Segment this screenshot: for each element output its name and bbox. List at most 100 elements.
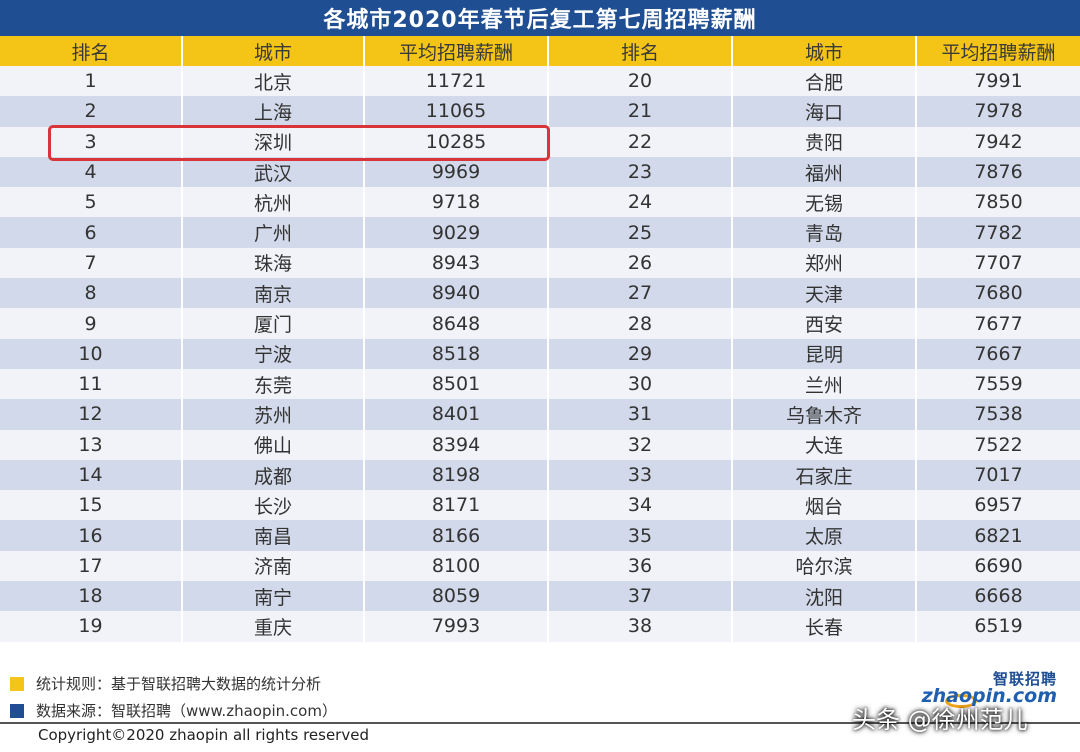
cell-rank-left: 2 <box>0 96 183 127</box>
cell-salary-right: 7677 <box>916 308 1080 339</box>
cell-rank-right: 24 <box>548 187 733 218</box>
cell-salary-right: 7707 <box>916 247 1080 279</box>
cell-salary-left: 8394 <box>364 429 549 460</box>
cell-salary-right: 6821 <box>916 520 1080 551</box>
cell-city-right: 贵阳 <box>732 126 917 157</box>
cell-city-left: 长沙 <box>182 490 365 521</box>
cell-city-right: 太原 <box>732 520 917 551</box>
cell-city-right: 昆明 <box>732 338 917 369</box>
table-row: 6 广州 9029 25 青岛 7782 <box>0 217 1080 248</box>
cell-rank-right: 29 <box>548 338 733 369</box>
table-row: 19 重庆 7993 38 长春 6519 <box>0 611 1080 642</box>
header-salary-right: 平均招聘薪酬 <box>916 36 1080 66</box>
cell-city-left: 南京 <box>182 278 365 309</box>
table-row: 18 南宁 8059 37 沈阳 6668 <box>0 581 1080 612</box>
table-row: 13 佛山 8394 32 大连 7522 <box>0 429 1080 460</box>
cell-city-left: 成都 <box>182 459 365 491</box>
cell-city-left: 厦门 <box>182 308 365 339</box>
cell-salary-left: 8518 <box>364 338 549 369</box>
cell-city-left: 珠海 <box>182 247 365 279</box>
cell-salary-left: 11065 <box>364 96 549 127</box>
cell-city-right: 乌鲁木齐 <box>732 399 917 430</box>
cell-salary-right: 7978 <box>916 96 1080 127</box>
cell-rank-right: 22 <box>548 126 733 157</box>
cell-city-left: 南昌 <box>182 520 365 551</box>
cell-rank-left: 17 <box>0 550 183 582</box>
page-title: 各城市2020年春节后复工第七周招聘薪酬 <box>323 8 757 33</box>
cell-rank-left: 18 <box>0 581 183 612</box>
table-row: 1 北京 11721 20 合肥 7991 <box>0 66 1080 97</box>
cell-rank-left: 7 <box>0 247 183 279</box>
cell-rank-right: 20 <box>548 66 733 97</box>
salary-ranking-table: 排名 城市 平均招聘薪酬 排名 城市 平均招聘薪酬 1 北京 11721 20 合肥 79… <box>0 36 1080 642</box>
title-bar: 各城市2020年春节后复工第七周招聘薪酬 <box>0 0 1080 36</box>
cell-rank-left: 1 <box>0 66 183 97</box>
cell-rank-right: 26 <box>548 247 733 279</box>
cell-salary-left: 11721 <box>364 66 549 97</box>
cell-rank-left: 11 <box>0 368 183 400</box>
cell-salary-right: 7680 <box>916 278 1080 309</box>
table-row: 4 武汉 9969 23 福州 7876 <box>0 156 1080 188</box>
cell-salary-left: 8648 <box>364 308 549 339</box>
cell-city-right: 烟台 <box>732 490 917 521</box>
cell-salary-left: 8940 <box>364 278 549 309</box>
cell-rank-right: 21 <box>548 96 733 127</box>
cell-salary-left: 8501 <box>364 368 549 400</box>
cell-salary-left: 8943 <box>364 247 549 279</box>
cell-rank-right: 32 <box>548 429 733 460</box>
cell-city-left: 杭州 <box>182 187 365 218</box>
table-row: 7 珠海 8943 26 郑州 7707 <box>0 247 1080 279</box>
copyright-text: Copyright©2020 zhaopin all rights reserv… <box>38 726 369 744</box>
cell-city-left: 苏州 <box>182 399 365 430</box>
cell-salary-left: 7993 <box>364 611 549 642</box>
cell-salary-left: 9969 <box>364 156 549 188</box>
cell-salary-left: 9029 <box>364 217 549 248</box>
cell-city-right: 天津 <box>732 278 917 309</box>
cell-salary-right: 7017 <box>916 459 1080 491</box>
logo-ring-icon <box>945 694 977 708</box>
cell-city-left: 南宁 <box>182 581 365 612</box>
cell-city-right: 福州 <box>732 156 917 188</box>
cell-city-right: 海口 <box>732 96 917 127</box>
cell-rank-left: 4 <box>0 156 183 188</box>
cell-rank-right: 37 <box>548 581 733 612</box>
table-row: 2 上海 11065 21 海口 7978 <box>0 96 1080 127</box>
cell-salary-right: 7538 <box>916 399 1080 430</box>
cell-rank-left: 14 <box>0 459 183 491</box>
logo-chinese: 智联招聘 <box>992 670 1057 688</box>
cell-city-left: 重庆 <box>182 611 365 642</box>
cell-salary-right: 7782 <box>916 217 1080 248</box>
cell-rank-right: 38 <box>548 611 733 642</box>
cell-rank-left: 10 <box>0 338 183 369</box>
header-rank-right: 排名 <box>548 36 733 66</box>
cell-salary-right: 7522 <box>916 429 1080 460</box>
cell-city-left: 佛山 <box>182 429 365 460</box>
cell-rank-left: 13 <box>0 429 183 460</box>
header-city-left: 城市 <box>182 36 365 66</box>
cell-rank-left: 9 <box>0 308 183 339</box>
cell-city-left: 济南 <box>182 550 365 582</box>
footer-divider <box>0 722 1080 724</box>
cell-rank-right: 27 <box>548 278 733 309</box>
cell-rank-right: 25 <box>548 217 733 248</box>
table-row: 15 长沙 8171 34 烟台 6957 <box>0 490 1080 521</box>
yellow-square-icon <box>10 676 24 691</box>
cell-rank-right: 23 <box>548 156 733 188</box>
blue-square-icon <box>10 703 24 718</box>
cell-salary-right: 7991 <box>916 66 1080 97</box>
cell-salary-right: 7876 <box>916 156 1080 188</box>
table-row: 14 成都 8198 33 石家庄 7017 <box>0 459 1080 491</box>
header-rank-left: 排名 <box>0 36 183 66</box>
cell-city-right: 郑州 <box>732 247 917 279</box>
cell-city-left: 广州 <box>182 217 365 248</box>
note-source-text: 数据来源：智联招聘（www.zhaopin.com） <box>36 702 337 720</box>
table-header-row: 排名 城市 平均招聘薪酬 排名 城市 平均招聘薪酬 <box>0 36 1080 66</box>
cell-rank-right: 33 <box>548 459 733 491</box>
table-row: 11 东莞 8501 30 兰州 7559 <box>0 368 1080 400</box>
cell-salary-left: 8059 <box>364 581 549 612</box>
header-salary-left: 平均招聘薪酬 <box>364 36 549 66</box>
table-row: 8 南京 8940 27 天津 7680 <box>0 278 1080 309</box>
logo-english: zhaopin.com <box>921 685 1057 707</box>
cell-salary-right: 7559 <box>916 368 1080 400</box>
cell-city-left: 上海 <box>182 96 365 127</box>
